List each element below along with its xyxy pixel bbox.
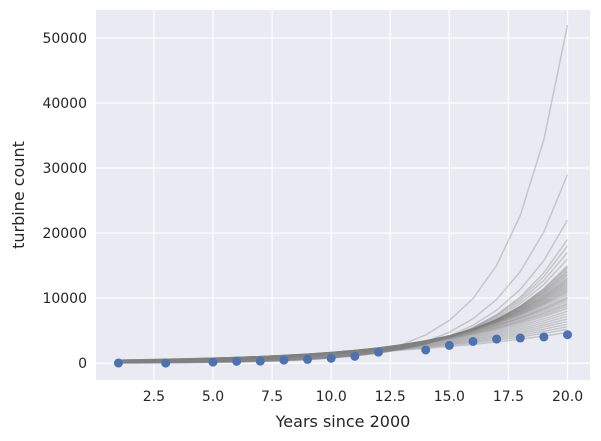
fit-line <box>118 288 568 363</box>
observed-point <box>373 347 383 357</box>
observed-point <box>492 334 502 344</box>
y-axis-label: turbine count <box>9 141 28 249</box>
fit-line <box>118 331 568 361</box>
fit-line <box>118 294 568 362</box>
fit-line <box>118 290 568 363</box>
observed-point <box>468 337 478 347</box>
observed-point <box>421 345 431 355</box>
fit-line <box>118 300 568 362</box>
fit-line <box>118 283 568 363</box>
fit-line <box>118 274 568 363</box>
fit-line <box>118 258 569 364</box>
y-tick-labels: 0 10000 20000 30000 40000 50000 <box>42 31 87 372</box>
fit-line <box>118 284 568 363</box>
fit-line <box>118 270 568 364</box>
observed-point <box>232 356 242 366</box>
y-tick-label: 20000 <box>42 226 87 242</box>
fit-line <box>118 268 569 364</box>
observed-point <box>113 358 123 368</box>
x-axis-label: Years since 2000 <box>275 412 411 431</box>
fit-line <box>118 219 569 364</box>
observed-points <box>113 330 573 368</box>
x-tick-label: 12.5 <box>375 389 406 405</box>
fit-lines <box>118 24 569 364</box>
fit-line <box>118 315 568 362</box>
x-tick-label: 17.5 <box>493 389 524 405</box>
fit-line <box>118 24 569 364</box>
y-tick-label: 40000 <box>42 96 87 112</box>
fit-line <box>118 281 568 363</box>
observed-point <box>279 355 289 365</box>
fit-line <box>118 174 569 364</box>
fit-line <box>118 265 569 364</box>
fit-line <box>118 297 568 362</box>
observed-point <box>303 354 313 364</box>
y-tick-label: 0 <box>78 356 87 372</box>
observed-point <box>515 333 525 343</box>
observed-point <box>255 356 265 366</box>
fit-line <box>118 303 568 362</box>
fit-line <box>118 318 568 362</box>
x-tick-label: 15.0 <box>434 389 465 405</box>
x-tick-label: 2.5 <box>143 389 165 405</box>
x-tick-labels: 2.5 5.0 7.5 10.0 12.5 15.0 17.5 20.0 <box>143 389 583 405</box>
grid <box>96 10 590 380</box>
observed-point <box>326 353 336 363</box>
fit-line <box>118 252 569 364</box>
y-tick-label: 30000 <box>42 161 87 177</box>
fit-line <box>118 307 568 362</box>
fit-line <box>118 276 568 363</box>
y-tick-label: 10000 <box>42 291 87 307</box>
fit-line <box>118 320 568 362</box>
fit-line <box>118 289 568 363</box>
fit-line <box>118 245 569 364</box>
fit-line <box>118 285 568 363</box>
fit-line <box>118 292 568 363</box>
plot-background <box>96 10 590 380</box>
fit-line <box>118 287 568 363</box>
x-tick-label: 20.0 <box>552 389 583 405</box>
fit-line <box>118 277 568 363</box>
fit-line <box>118 279 568 363</box>
observed-point <box>563 330 573 340</box>
x-tick-label: 5.0 <box>202 389 224 405</box>
y-tick-label: 50000 <box>42 31 87 47</box>
x-tick-label: 7.5 <box>261 389 283 405</box>
observed-point <box>350 351 360 361</box>
observed-point <box>539 332 549 342</box>
fit-line <box>118 271 568 363</box>
x-tick-label: 10.0 <box>316 389 347 405</box>
fit-line <box>118 312 568 362</box>
observed-point <box>208 357 218 367</box>
fit-line <box>118 280 568 363</box>
fit-line <box>118 305 568 362</box>
fit-line <box>118 298 568 362</box>
observed-point <box>161 358 171 368</box>
fit-line <box>118 266 569 364</box>
fit-line <box>118 273 568 363</box>
fit-line <box>118 296 568 362</box>
fit-line <box>118 239 569 364</box>
fit-line <box>118 302 568 362</box>
fit-line <box>118 310 568 362</box>
observed-point <box>444 340 454 350</box>
